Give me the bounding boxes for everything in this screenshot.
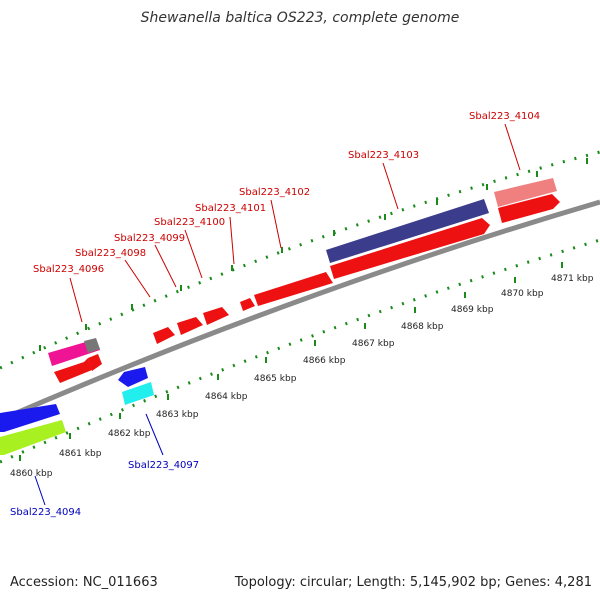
gene-sbal223-4098[interactable] [153, 327, 175, 344]
scale-label: 4869 kbp [451, 305, 494, 315]
gene-labels: Sbal223_4094 Sbal223_4096 Sbal223_4097 S… [10, 111, 540, 518]
gene-sbal223-4104[interactable] [494, 178, 560, 223]
gene-green-reverse[interactable] [0, 420, 66, 455]
scale-labels: 4860 kbp 4861 kbp 4862 kbp 4863 kbp 4864… [10, 274, 594, 479]
scale-label: 4862 kbp [108, 429, 151, 439]
genome-title: Shewanella baltica OS223, complete genom… [140, 10, 460, 26]
scale-label: 4866 kbp [303, 356, 346, 366]
scale-label: 4868 kbp [401, 322, 444, 332]
scale-label: 4861 kbp [59, 449, 102, 459]
outer-major-ticks [39, 158, 588, 351]
label-leader-lines [34, 123, 521, 506]
gene-cyan-reverse[interactable] [122, 382, 154, 405]
scale-label: 4865 kbp [254, 374, 297, 384]
gene-sbal223-4096[interactable] [48, 338, 100, 366]
gene-label[interactable]: Sbal223_4097 [128, 460, 199, 471]
gene-label[interactable]: Sbal223_4094 [10, 507, 81, 518]
scale-label: 4860 kbp [10, 469, 53, 479]
gene-sbal223-4094[interactable] [0, 404, 60, 432]
gene-label[interactable]: Sbal223_4103 [348, 150, 419, 161]
gene-label[interactable]: Sbal223_4100 [154, 217, 225, 228]
scale-label: 4870 kbp [501, 289, 544, 299]
scale-label: 4863 kbp [156, 410, 199, 420]
gene-label[interactable]: Sbal223_4104 [469, 111, 540, 122]
gene-sbal223-4100[interactable] [203, 307, 229, 325]
gene-label[interactable]: Sbal223_4099 [114, 233, 185, 244]
genome-backbone [0, 199, 600, 423]
gene-sbal223-4101[interactable] [240, 298, 255, 311]
scale-label: 4871 kbp [551, 274, 594, 284]
gene-label[interactable]: Sbal223_4096 [33, 264, 104, 275]
gene-label[interactable]: Sbal223_4102 [239, 187, 310, 198]
gene-sbal223-4097[interactable] [118, 367, 148, 387]
gene-sbal223-4103-forward[interactable] [330, 218, 490, 279]
gene-sbal223-4099[interactable] [177, 317, 203, 335]
scale-label: 4864 kbp [205, 392, 248, 402]
inner-major-ticks [19, 262, 563, 461]
gene-sbal223-4102[interactable] [254, 272, 333, 306]
accession-text: Accession: NC_011663 [10, 575, 158, 590]
gene-label[interactable]: Sbal223_4101 [195, 203, 266, 214]
outer-tick-track [0, 150, 600, 370]
genome-summary-text: Topology: circular; Length: 5,145,902 bp… [234, 575, 592, 590]
gene-label[interactable]: Sbal223_4098 [75, 248, 146, 259]
scale-label: 4867 kbp [352, 339, 395, 349]
gene-sbal223-4103[interactable] [326, 199, 489, 263]
gene-forward-small-1[interactable] [54, 354, 102, 383]
